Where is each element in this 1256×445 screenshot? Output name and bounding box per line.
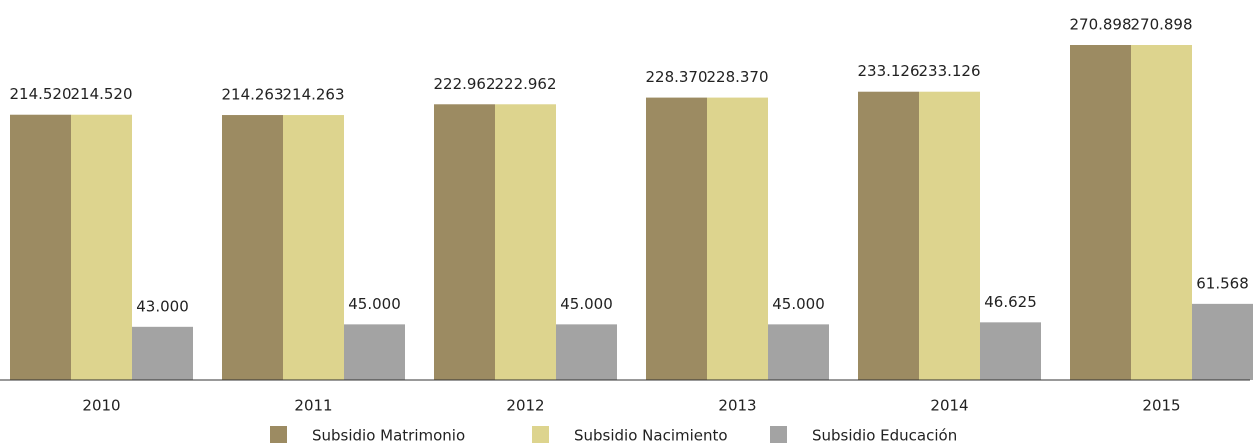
bar: [556, 324, 617, 380]
x-tick-label: 2013: [718, 397, 756, 415]
value-label: 43.000: [136, 297, 189, 315]
bar: [1192, 303, 1253, 380]
x-tick-label: 2012: [506, 397, 544, 415]
bar: [71, 114, 132, 381]
value-label: 270.898: [1069, 16, 1131, 34]
legend-label: Subsidio Nacimiento: [574, 427, 728, 445]
value-label: 214.263: [221, 86, 283, 104]
value-label: 214.520: [9, 85, 71, 103]
value-label: 61.568: [1196, 274, 1249, 292]
x-tick-label: 2011: [294, 397, 332, 415]
legend-swatch: [270, 426, 287, 443]
bar: [222, 115, 283, 381]
value-label: 233.126: [857, 62, 919, 80]
bar: [1131, 45, 1192, 380]
bar: [283, 115, 344, 381]
legend-label: Subsidio Matrimonio: [312, 427, 465, 445]
legend-label: Subsidio Educación: [812, 427, 957, 445]
bar: [768, 324, 829, 380]
value-label: 270.898: [1130, 16, 1192, 34]
legend-swatch: [532, 426, 549, 443]
value-label: 45.000: [560, 295, 613, 313]
value-label: 228.370: [645, 68, 707, 86]
bar: [858, 91, 919, 381]
bar: [344, 324, 405, 380]
value-label: 46.625: [984, 293, 1037, 311]
value-label: 222.962: [494, 75, 556, 93]
value-label: 214.520: [70, 85, 132, 103]
value-label: 233.126: [918, 62, 980, 80]
bar: [1070, 45, 1131, 380]
bar: [919, 91, 980, 381]
value-label: 45.000: [348, 295, 401, 313]
bar: [10, 114, 71, 381]
x-tick-label: 2015: [1142, 397, 1180, 415]
value-label: 228.370: [706, 68, 768, 86]
bar: [434, 104, 495, 380]
x-tick-label: 2010: [82, 397, 120, 415]
bar: [495, 104, 556, 380]
bar: [132, 326, 193, 380]
legend-swatch: [770, 426, 787, 443]
value-label: 214.263: [282, 86, 344, 104]
value-label: 45.000: [772, 295, 825, 313]
bar: [980, 322, 1041, 380]
bar: [646, 97, 707, 380]
x-tick-label: 2014: [930, 397, 968, 415]
bar: [707, 97, 768, 380]
value-label: 222.962: [433, 75, 495, 93]
